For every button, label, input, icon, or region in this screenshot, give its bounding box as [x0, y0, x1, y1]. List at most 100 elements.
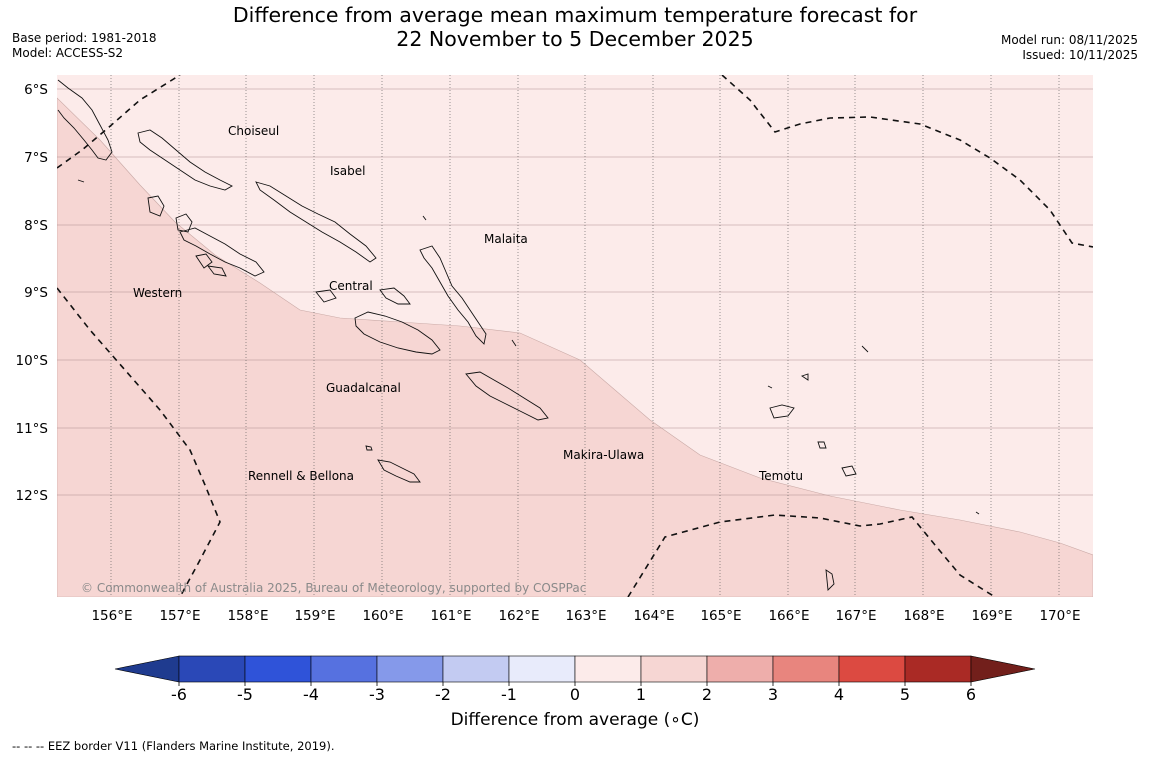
- lon-label: 163°E: [565, 608, 606, 624]
- model-name: Model: ACCESS-S2: [12, 46, 124, 60]
- eez-border-northeast: [721, 75, 1093, 248]
- lon-label: 162°E: [498, 608, 539, 624]
- colorbar-tick-label: -6: [171, 685, 187, 704]
- region-label-central: Central: [329, 279, 373, 293]
- colorbar-extend-high: [970, 655, 1036, 683]
- title-line-2: 22 November to 5 December 2025: [396, 27, 754, 51]
- lon-label: 158°E: [227, 608, 268, 624]
- colorbar-tick-label: -1: [501, 685, 517, 704]
- map-title: Difference from average mean maximum tem…: [0, 3, 1150, 51]
- island-duff: [861, 345, 869, 353]
- lon-label: 169°E: [971, 608, 1012, 624]
- lat-label: 8°S: [24, 218, 48, 234]
- colorbar-segment: [574, 655, 642, 683]
- graticule-lat: [57, 88, 1093, 496]
- colorbar-tick-label: 1: [636, 685, 646, 704]
- lat-label: 11°S: [16, 421, 49, 437]
- colorbar-segment: [442, 655, 510, 683]
- island-rendova: [195, 253, 213, 269]
- island-bellona: [365, 445, 373, 451]
- region-label-isabel: Isabel: [330, 164, 365, 178]
- island-small-2: [511, 339, 517, 347]
- graticule-lon: [110, 75, 1060, 597]
- copyright-text: © Commonwealth of Australia 2025, Bureau…: [81, 581, 586, 595]
- eez-footnote: -- -- -- EEZ border V11 (Flanders Marine…: [12, 739, 335, 753]
- colorbar-segment: [640, 655, 708, 683]
- issued-date: Issued: 10/11/2025: [1022, 48, 1138, 62]
- colorbar-extend-low: [114, 655, 180, 683]
- anomaly-1-2-area: [57, 97, 1093, 597]
- colorbar-segment: [376, 655, 444, 683]
- island-vanikoro: [841, 465, 857, 477]
- island-reef-islands: [800, 373, 809, 381]
- lon-label: 170°E: [1039, 608, 1080, 624]
- island-guadalcanal: [354, 311, 441, 355]
- model-run: Model run: 08/11/2025: [1000, 33, 1138, 47]
- island-small-3: [767, 385, 773, 389]
- longitude-labels: 156°E 157°E 158°E 159°E 160°E 161°E 162°…: [91, 608, 1080, 624]
- region-label-guadalcanal: Guadalcanal: [326, 381, 401, 395]
- forecast-map: Choiseul Isabel Malaita Western Central …: [16, 75, 1093, 704]
- lon-label: 166°E: [768, 608, 809, 624]
- region-label-western: Western: [133, 286, 182, 300]
- colorbar-segment: [244, 655, 312, 683]
- region-label-temotu: Temotu: [758, 469, 803, 483]
- eez-border-png-north: [57, 75, 181, 169]
- island-bougainville: [57, 79, 113, 161]
- lon-label: 167°E: [835, 608, 876, 624]
- island-kolombangara: [175, 213, 193, 233]
- colorbar-label: Difference from average (∘C): [450, 710, 700, 730]
- island-choiseul: [137, 129, 233, 191]
- base-info: Base period: 1981-2018 Model: ACCESS-S2: [12, 31, 157, 61]
- lat-label: 9°S: [24, 285, 48, 301]
- island-utupua: [817, 441, 827, 449]
- colorbar-segment: [178, 655, 246, 683]
- colorbar-tick-label: 3: [768, 685, 778, 704]
- colorbar-tick-label: 2: [702, 685, 712, 704]
- island-tikopia: [825, 569, 835, 591]
- colorbar-segment: [508, 655, 576, 683]
- lon-label: 161°E: [430, 608, 471, 624]
- island-vella-lavella: [147, 195, 165, 217]
- island-russell: [315, 289, 337, 303]
- run-info: Model run: 08/11/2025 Issued: 10/11/2025: [1001, 33, 1138, 63]
- lon-label: 157°E: [159, 608, 200, 624]
- colorbar-segment: [838, 655, 906, 683]
- lon-label: 168°E: [903, 608, 944, 624]
- colorbar-segment: [904, 655, 972, 683]
- coastlines: [57, 79, 980, 591]
- colorbar-tick-label: 4: [834, 685, 844, 704]
- island-small-5: [77, 179, 85, 183]
- latitude-labels: 6°S 7°S 8°S 9°S 10°S 11°S 12°S: [16, 82, 49, 504]
- island-isabel: [255, 181, 377, 263]
- island-small-4: [975, 511, 980, 515]
- title-line-1: Difference from average mean maximum tem…: [232, 3, 918, 27]
- lat-label: 6°S: [24, 82, 48, 98]
- island-malaita: [419, 245, 487, 345]
- lat-label: 7°S: [24, 150, 48, 166]
- island-florida: [379, 287, 411, 305]
- colorbar-tick-label: -3: [369, 685, 385, 704]
- island-small-1: [422, 215, 427, 221]
- lat-label: 12°S: [16, 488, 49, 504]
- colorbar-tick-label: -5: [237, 685, 253, 704]
- eez-border-west: [57, 287, 221, 597]
- lon-label: 159°E: [294, 608, 335, 624]
- lon-label: 164°E: [633, 608, 674, 624]
- lon-label: 156°E: [91, 608, 132, 624]
- region-label-choiseul: Choiseul: [228, 124, 279, 138]
- colorbar-segment: [706, 655, 774, 683]
- colorbar-tick-label: 0: [570, 685, 580, 704]
- lon-label: 160°E: [362, 608, 403, 624]
- colorbar-tick-label: 6: [966, 685, 976, 704]
- island-makira: [465, 371, 549, 421]
- island-tetepare: [206, 265, 227, 277]
- colorbar: -6 -5 -4 -3 -2 -1 0 1 2 3 4 5 6: [114, 655, 1036, 704]
- base-period: Base period: 1981-2018: [12, 31, 157, 45]
- island-rennell: [377, 459, 421, 483]
- region-label-rennell-bellona: Rennell & Bellona: [248, 469, 354, 483]
- colorbar-segment: [772, 655, 840, 683]
- region-label-malaita: Malaita: [484, 232, 528, 246]
- colorbar-tick-label: -4: [303, 685, 319, 704]
- colorbar-tick-label: 5: [900, 685, 910, 704]
